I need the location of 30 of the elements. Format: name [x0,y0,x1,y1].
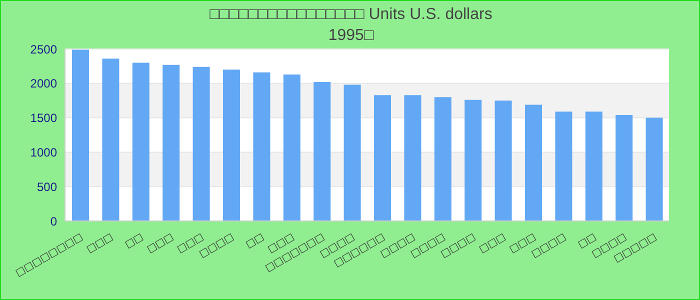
bar [585,112,602,221]
x-tick-label: □□ [244,232,266,251]
bar [344,84,361,221]
bar [283,74,300,221]
bar [162,64,180,221]
chart-subtitle: 1995□ [328,27,374,44]
bar [404,95,422,221]
bar [646,118,663,221]
bar [192,66,210,221]
bar [223,70,240,221]
bar [314,82,331,221]
chart-title: □□□□□□□□□□□□□□□□ Units U.S. dollars [208,5,494,25]
bar [555,112,572,221]
y-tick-label: 500 [36,180,58,194]
bar [434,97,452,221]
bar [616,115,633,221]
bar [72,50,89,221]
bar [253,72,270,221]
x-tick-label: □□ [123,232,146,251]
y-tick-label: 1000 [30,145,58,160]
bar [374,95,391,221]
bar [525,104,542,221]
y-tick-label: 2500 [30,42,58,56]
bar [464,100,482,221]
y-tick-label: 1500 [30,111,58,126]
y-tick-label: 0 [50,214,58,228]
y-tick-label: 2000 [30,76,58,91]
bar [102,58,120,221]
bar [132,62,150,221]
bar [494,100,512,221]
